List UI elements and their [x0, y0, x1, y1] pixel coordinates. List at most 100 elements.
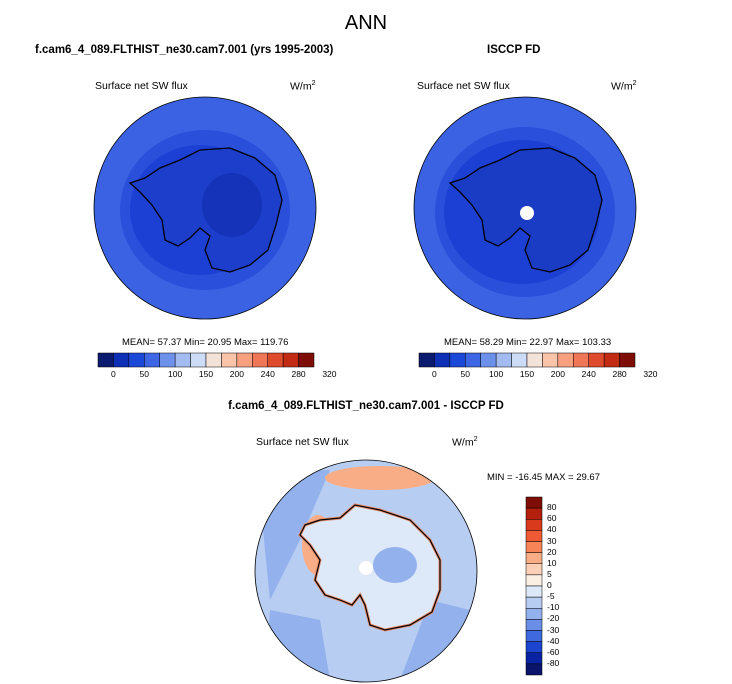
colorbar-tick-label: 280: [291, 369, 306, 379]
colorbar-swatch: [525, 574, 543, 587]
colorbar-diff: [525, 496, 543, 676]
units-text: W/m: [290, 80, 312, 93]
colorbar-swatch: [525, 507, 543, 520]
pole-hole: [359, 561, 373, 575]
panel-diff-variable: Surface net SW flux: [256, 436, 349, 448]
colorbar-tick-label: 100: [489, 369, 504, 379]
colorbar-swatch: [526, 352, 543, 368]
colorbar-swatch: [267, 352, 284, 368]
colorbar-obs-ticks: 0 50 100 150 200 240 280 320: [419, 369, 657, 381]
colorbar-swatch: [525, 652, 543, 665]
units-superscript: 2: [311, 80, 316, 87]
colorbar-swatch: [252, 352, 268, 368]
colorbar-tick-label: 200: [229, 369, 244, 379]
units-superscript: 2: [632, 80, 637, 87]
colorbar-tick-label: 200: [550, 369, 565, 379]
colorbar-swatch: [418, 352, 435, 368]
colorbar-swatch: [144, 352, 160, 368]
colorbar-tick-label: 100: [168, 369, 183, 379]
colorbar-tick-label: 30: [547, 535, 557, 546]
colorbar-tick-label: 0: [432, 369, 437, 379]
colorbar-swatch: [221, 352, 238, 368]
colorbar-swatch: [190, 352, 207, 368]
colorbar-swatch: [434, 352, 451, 368]
colorbar-swatch: [525, 619, 543, 631]
units-text: W/m: [611, 80, 633, 93]
colorbar-tick-label: -5: [547, 591, 555, 602]
colorbar-tick-label: -10: [547, 602, 560, 613]
colorbar-tick-label: 50: [460, 369, 471, 379]
flux-zone-interior: [202, 173, 262, 237]
colorbar-swatch: [298, 352, 315, 368]
panel-obs-stats: MEAN= 58.29 Min= 22.97 Max= 103.33: [444, 337, 612, 348]
colorbar-tick-label: 150: [198, 369, 214, 379]
colorbar-obs: [418, 352, 636, 368]
colorbar-swatch: [159, 352, 176, 368]
panel-obs-title: ISCCP FD: [487, 44, 541, 56]
colorbar-tick-label: 280: [612, 369, 627, 379]
colorbar-tick-label: 320: [643, 369, 658, 379]
colorbar-tick-label: 80: [547, 502, 557, 513]
colorbar-model: [97, 352, 315, 368]
colorbar-swatch: [511, 352, 528, 368]
colorbar-swatch: [525, 563, 543, 576]
colorbar-tick-label: 150: [519, 369, 535, 379]
colorbar-tick-label: -40: [547, 635, 560, 646]
colorbar-diff-ticks: 80 60 40 30 20 10 5 0 -5 -10 -20 -30 -40 -60 -80: [547, 497, 577, 675]
panel-model-stats: MEAN= 57.37 Min= 20.95 Max= 119.76: [122, 337, 289, 348]
colorbar-tick-label: 50: [139, 369, 150, 379]
colorbar-swatch: [525, 663, 543, 676]
colorbar-swatch: [465, 352, 481, 368]
colorbar-swatch: [525, 641, 543, 653]
panel-obs-variable: Surface net SW flux: [417, 80, 510, 92]
colorbar-swatch: [525, 519, 543, 531]
colorbar-tick-label: -30: [547, 624, 560, 635]
panel-diff-units: W/m2: [452, 436, 477, 449]
colorbar-swatch: [525, 630, 543, 642]
colorbar-swatch: [128, 352, 145, 368]
colorbar-tick-label: -60: [547, 646, 560, 657]
colorbar-swatch: [525, 496, 543, 509]
colorbar-tick-label: -80: [547, 657, 560, 668]
panel-model-variable: Surface net SW flux: [95, 80, 188, 92]
colorbar-tick-label: 5: [547, 568, 552, 579]
colorbar-swatch: [205, 352, 222, 368]
colorbar-swatch: [174, 352, 191, 368]
panel-diff-minmax: MIN = -16.45 MAX = 29.67: [487, 472, 601, 483]
colorbar-tick-label: 20: [547, 546, 557, 557]
colorbar-tick-label: 0: [111, 369, 116, 379]
panel-model-title: f.cam6_4_089.FLTHIST_ne30.cam7.001 (yrs …: [35, 44, 334, 56]
colorbar-swatch: [525, 552, 543, 564]
colorbar-swatch: [525, 530, 543, 542]
colorbar-tick-label: 40: [547, 524, 557, 535]
diff-zone-warm: [325, 466, 435, 490]
colorbar-swatch: [525, 585, 543, 598]
colorbar-swatch: [113, 352, 130, 368]
units-superscript: 2: [473, 436, 478, 443]
colorbar-model-ticks: 0 50 100 150 200 240 280 320: [98, 369, 336, 381]
colorbar-swatch: [525, 541, 543, 553]
colorbar-tick-label: 60: [547, 513, 557, 524]
colorbar-swatch: [603, 352, 620, 368]
colorbar-tick-label: -20: [547, 613, 560, 624]
colorbar-swatch: [573, 352, 589, 368]
colorbar-tick-label: 240: [260, 369, 275, 379]
colorbar-swatch: [449, 352, 466, 368]
colorbar-swatch: [97, 352, 114, 368]
colorbar-swatch: [525, 608, 543, 620]
colorbar-tick-label: 0: [547, 580, 552, 590]
colorbar-tick-label: 10: [547, 557, 557, 568]
colorbar-swatch: [557, 352, 574, 368]
main-title: ANN: [344, 12, 388, 34]
pole-hole: [520, 206, 534, 220]
colorbar-swatch: [480, 352, 497, 368]
colorbar-swatch: [542, 352, 559, 368]
colorbar-swatch: [495, 352, 512, 368]
colorbar-swatch: [236, 352, 253, 368]
colorbar-swatch: [282, 352, 299, 368]
colorbar-tick-label: 320: [322, 369, 337, 379]
colorbar-swatch: [619, 352, 636, 368]
panel-model-units: W/m2: [290, 80, 315, 93]
colorbar-swatch: [525, 596, 543, 609]
